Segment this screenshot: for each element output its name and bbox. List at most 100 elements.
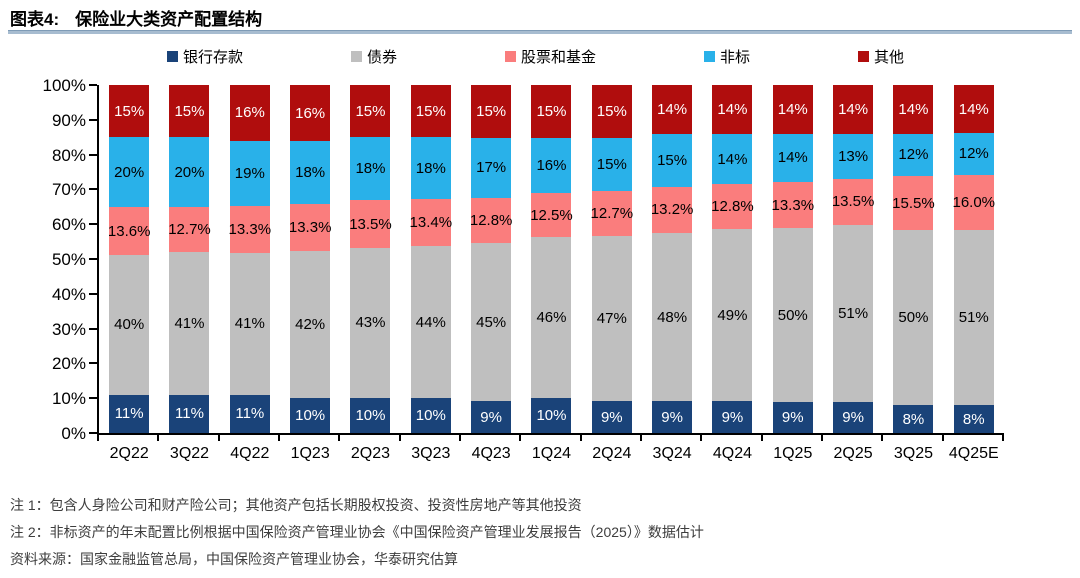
bar-segment-bank-deposits: 10% bbox=[531, 398, 572, 433]
x-axis-tick-mark bbox=[761, 435, 763, 441]
chart-legend: 银行存款 债券 股票和基金 非标 其他 bbox=[167, 46, 904, 66]
bar-segment-bonds: 43% bbox=[350, 247, 391, 399]
bar-column-3q23: 10% 44% 13.4% 18% 15% bbox=[401, 85, 461, 433]
footnote-source: 资料来源：国家金融监管总局，中国保险资产管理业协会，华泰研究估算 bbox=[10, 551, 458, 567]
legend-item-other: 其他 bbox=[857, 46, 904, 67]
page-title: 图表4: 保险业大类资产配置结构 bbox=[10, 5, 262, 30]
bar-segment-other: 15% bbox=[350, 85, 391, 138]
bar-segment-non-standard: 13% bbox=[833, 133, 874, 179]
y-axis-tick-label: 20% bbox=[51, 354, 86, 374]
bar-segment-stocks-and-funds: 13.5% bbox=[832, 178, 874, 226]
bar-column-4q25e: 8% 51% 16.0% 12% 14% bbox=[944, 85, 1004, 433]
bar-segment-label: 11% bbox=[235, 405, 265, 423]
x-axis-label: 4Q24 bbox=[712, 445, 753, 462]
bar-segment-label: 11% bbox=[175, 405, 204, 423]
bar-segment-label: 12.7% bbox=[590, 204, 634, 222]
bar-segment-bonds: 48% bbox=[652, 233, 693, 402]
bar-segment-non-standard: 12% bbox=[953, 133, 994, 175]
bar-segment-label: 15% bbox=[174, 102, 205, 120]
legend-swatch-bonds bbox=[350, 50, 362, 62]
legend-swatch-other bbox=[857, 50, 869, 62]
bar-segment-other: 16% bbox=[229, 85, 270, 141]
x-axis-label: 3Q22 bbox=[169, 445, 210, 462]
bar-segment-label: 41% bbox=[234, 315, 265, 333]
bar-segment-label: 14% bbox=[838, 100, 869, 118]
bar-segment-other: 15% bbox=[471, 85, 512, 138]
bar-segment-label: 14% bbox=[898, 101, 929, 119]
bar-segment-label: 16.0% bbox=[952, 193, 996, 211]
y-axis-tick-label: 70% bbox=[51, 180, 86, 200]
bar-segment-label: 14% bbox=[657, 101, 688, 119]
bar-segment-label: 16% bbox=[234, 104, 265, 122]
footnotes: 注 1：包含人身险公司和财产险公司；其他资产包括长期股权投资、投资性房地产等其他… bbox=[10, 492, 1070, 573]
legend-swatch-stocks-and-funds bbox=[504, 50, 516, 62]
x-axis-tick-mark bbox=[942, 435, 944, 441]
bar-segment-label: 50% bbox=[898, 309, 929, 327]
bar-segment-stocks-and-funds: 13.5% bbox=[349, 200, 392, 248]
y-axis-tick-label: 50% bbox=[51, 250, 86, 269]
y-axis-tick-mark bbox=[89, 432, 97, 434]
x-axis-tick-mark bbox=[700, 435, 702, 441]
bar-segment-label: 20% bbox=[114, 163, 145, 181]
y-axis-tick-mark bbox=[89, 397, 97, 400]
bar-column-2q23: 10% 43% 13.5% 18% 15% bbox=[340, 85, 400, 433]
bar-segment-bonds: 50% bbox=[772, 228, 813, 402]
figure-number: 图表4: bbox=[10, 10, 60, 29]
bar-segment-label: 12% bbox=[898, 146, 929, 164]
legend-label-bonds: 债券 bbox=[366, 48, 397, 66]
legend-swatch-bank-deposits bbox=[167, 50, 178, 62]
bar-segment-label: 40% bbox=[114, 316, 145, 334]
bar-segment-other: 14% bbox=[712, 85, 753, 135]
bar-column-3q22: 11% 41% 12.7% 20% 15% bbox=[159, 85, 219, 433]
bar-segment-bank-deposits: 8% bbox=[893, 405, 934, 433]
bar-segment-bonds: 42% bbox=[290, 250, 331, 398]
bar-segment-label: 15% bbox=[355, 102, 386, 120]
y-axis-tick-mark bbox=[89, 292, 97, 295]
bar-segment-bank-deposits: 11% bbox=[109, 394, 150, 433]
bar-stack: 9% 48% 13.2% 15% 14% bbox=[651, 85, 693, 433]
bar-segment-other: 15% bbox=[169, 85, 210, 138]
bar-segment-bank-deposits: 9% bbox=[471, 401, 512, 433]
bar-stack: 9% 47% 12.7% 15% 15% bbox=[590, 85, 634, 433]
bar-segment-label: 8% bbox=[902, 410, 925, 428]
bar-segment-label: 49% bbox=[717, 306, 748, 324]
bar-segment-label: 13.3% bbox=[228, 221, 272, 239]
x-axis-tick-mark bbox=[821, 435, 823, 441]
bar-segment-non-standard: 20% bbox=[169, 137, 210, 208]
x-axis-label: 1Q25 bbox=[773, 445, 813, 462]
bar-segment-label: 18% bbox=[415, 159, 446, 177]
y-axis-tick-label: 60% bbox=[51, 215, 86, 235]
bar-segment-label: 18% bbox=[295, 164, 326, 182]
bar-segment-label: 13.6% bbox=[107, 222, 151, 240]
y-axis-tick-mark bbox=[89, 188, 97, 191]
bar-segment-other: 15% bbox=[531, 85, 572, 138]
bar-segment-label: 10% bbox=[295, 406, 326, 424]
bar-segment-stocks-and-funds: 16.0% bbox=[952, 174, 996, 230]
legend-item-bank-deposits: 银行存款 bbox=[167, 46, 243, 67]
bar-segment-bonds: 45% bbox=[471, 242, 512, 402]
bar-segment-label: 42% bbox=[295, 315, 326, 333]
bar-segment-non-standard: 16% bbox=[531, 137, 572, 194]
bar-segment-bonds: 40% bbox=[109, 254, 150, 395]
bar-segment-label: 47% bbox=[596, 309, 627, 327]
bar-segment-label: 9% bbox=[842, 408, 864, 426]
bar-column-1q24: 10% 46% 12.5% 16% 15% bbox=[521, 85, 581, 433]
x-axis-label: 1Q24 bbox=[531, 445, 572, 462]
legend-item-non-standard: 非标 bbox=[703, 46, 750, 67]
bar-segment-label: 15% bbox=[596, 155, 627, 173]
bar-stack: 9% 50% 13.3% 14% 14% bbox=[772, 85, 814, 433]
bar-segment-label: 10% bbox=[536, 407, 567, 425]
bar-segment-label: 9% bbox=[661, 408, 683, 426]
x-axis-tick-mark bbox=[580, 435, 582, 441]
x-axis-tick-mark bbox=[640, 435, 642, 441]
bar-segment-label: 19% bbox=[234, 164, 265, 182]
bar-column-3q25: 8% 50% 15.5% 12% 14% bbox=[883, 85, 943, 433]
bar-column-4q24: 9% 49% 12.8% 14% 14% bbox=[702, 85, 762, 433]
bar-segment-bonds: 41% bbox=[229, 252, 270, 395]
bar-segment-label: 16% bbox=[295, 104, 326, 122]
plot-area: 11% 40% 13.6% 20% 15% 11% 41% 12.7% 20% 15% 11% 41%… bbox=[97, 85, 1004, 435]
bar-segment-non-standard: 17% bbox=[471, 137, 512, 198]
bar-segment-non-standard: 18% bbox=[290, 141, 331, 205]
x-axis-label: 2Q25 bbox=[833, 445, 873, 462]
bar-segment-stocks-and-funds: 12.7% bbox=[590, 190, 634, 236]
